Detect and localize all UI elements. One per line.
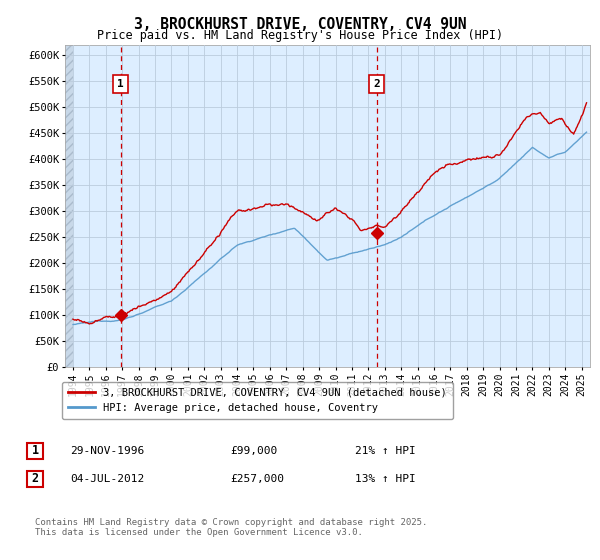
Text: 1: 1 [118,79,124,88]
Text: Price paid vs. HM Land Registry's House Price Index (HPI): Price paid vs. HM Land Registry's House … [97,29,503,42]
Text: £257,000: £257,000 [230,474,284,484]
Text: 2: 2 [373,79,380,88]
Text: 13% ↑ HPI: 13% ↑ HPI [355,474,416,484]
Text: 29-NOV-1996: 29-NOV-1996 [70,446,144,456]
Text: 1: 1 [31,444,38,458]
Text: Contains HM Land Registry data © Crown copyright and database right 2025.
This d: Contains HM Land Registry data © Crown c… [35,518,427,538]
Legend: 3, BROCKHURST DRIVE, COVENTRY, CV4 9UN (detached house), HPI: Average price, det: 3, BROCKHURST DRIVE, COVENTRY, CV4 9UN (… [62,381,453,419]
FancyBboxPatch shape [27,471,43,487]
Text: 2: 2 [31,472,38,486]
FancyBboxPatch shape [27,443,43,459]
Bar [65,45,73,367]
Text: 3, BROCKHURST DRIVE, COVENTRY, CV4 9UN: 3, BROCKHURST DRIVE, COVENTRY, CV4 9UN [134,17,466,32]
Text: 04-JUL-2012: 04-JUL-2012 [70,474,144,484]
Text: £99,000: £99,000 [230,446,277,456]
Text: 21% ↑ HPI: 21% ↑ HPI [355,446,416,456]
